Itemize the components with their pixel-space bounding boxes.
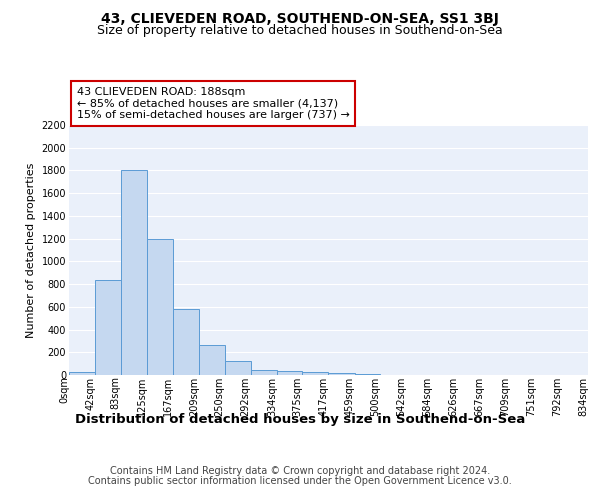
Text: 43 CLIEVEDEN ROAD: 188sqm
← 85% of detached houses are smaller (4,137)
15% of se: 43 CLIEVEDEN ROAD: 188sqm ← 85% of detac…: [77, 87, 350, 120]
Bar: [329, 374, 355, 375]
Bar: [95, 280, 121, 375]
Text: Contains public sector information licensed under the Open Government Licence v3: Contains public sector information licen…: [88, 476, 512, 486]
Bar: [355, 374, 380, 375]
Bar: [277, 371, 302, 375]
Bar: [302, 372, 329, 375]
Bar: [224, 362, 251, 375]
Text: Size of property relative to detached houses in Southend-on-Sea: Size of property relative to detached ho…: [97, 24, 503, 37]
Bar: [173, 309, 199, 375]
Bar: [251, 370, 277, 375]
Bar: [69, 372, 95, 375]
Text: Contains HM Land Registry data © Crown copyright and database right 2024.: Contains HM Land Registry data © Crown c…: [110, 466, 490, 476]
Text: 43, CLIEVEDEN ROAD, SOUTHEND-ON-SEA, SS1 3BJ: 43, CLIEVEDEN ROAD, SOUTHEND-ON-SEA, SS1…: [101, 12, 499, 26]
Y-axis label: Number of detached properties: Number of detached properties: [26, 162, 36, 338]
Text: Distribution of detached houses by size in Southend-on-Sea: Distribution of detached houses by size …: [75, 412, 525, 426]
Bar: [121, 170, 147, 375]
Bar: [147, 238, 173, 375]
Bar: [199, 346, 224, 375]
